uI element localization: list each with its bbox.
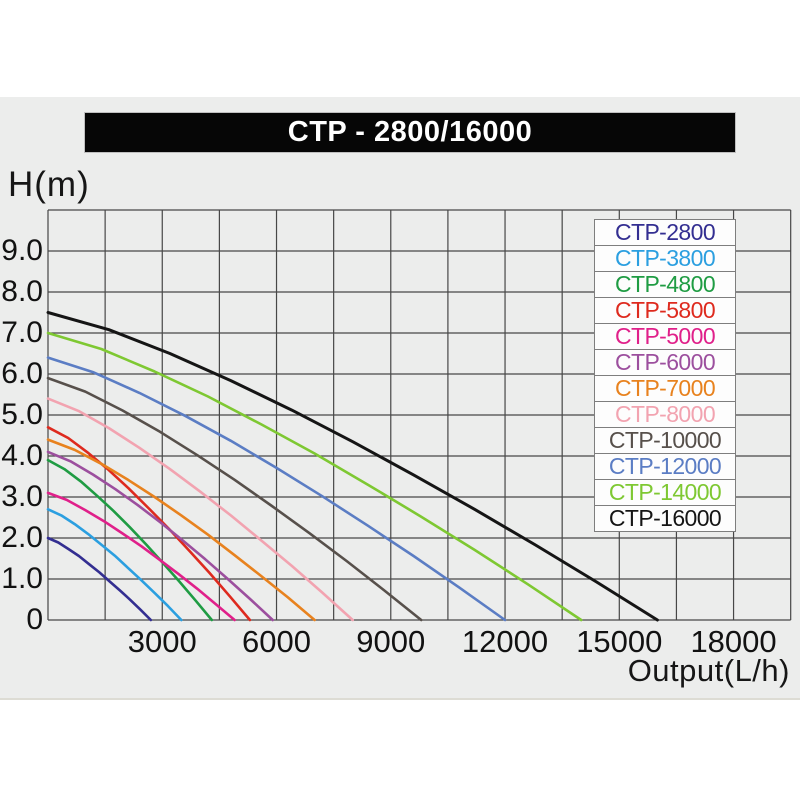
- legend: CTP-2800 CTP-3800 CTP-4800 CTP-5800 CTP-5000…: [594, 219, 736, 532]
- chart-title-bar: CTP - 2800/16000: [85, 113, 735, 152]
- x-tick-6000: 6000: [242, 624, 311, 659]
- curve-ctp-12000: [46, 356, 507, 622]
- curve-ctp-10000: [46, 376, 423, 622]
- y-tick-0: 0: [26, 603, 43, 636]
- legend-item-ctp-4800: CTP-4800: [595, 272, 735, 298]
- legend-item-ctp-7000: CTP-7000: [595, 376, 735, 402]
- x-tick-18000: 18000: [690, 624, 777, 659]
- legend-item-ctp-5000: CTP-5000: [595, 324, 735, 350]
- y-tick-4.0: 4.0: [1, 439, 43, 472]
- plot-area: [46, 209, 792, 622]
- y-tick-3.0: 3.0: [1, 480, 43, 513]
- x-tick-3000: 3000: [127, 624, 197, 659]
- chart-panel: CTP - 2800/16000 H(m) 9.0 8.0 7.0 6.0 5.0 4.0…: [0, 97, 800, 700]
- curve-ctp-7000: [46, 438, 316, 622]
- curve-ctp-14000: [46, 331, 583, 622]
- curve-ctp-5800: [46, 425, 252, 622]
- curve-ctp-5000: [46, 491, 236, 622]
- curve-ctp-3800: [46, 507, 183, 622]
- curve-ctp-8000: [46, 397, 355, 622]
- y-tick-6.0: 6.0: [1, 357, 43, 390]
- y-tick-1.0: 1.0: [1, 562, 43, 595]
- legend-item-ctp-14000: CTP-14000: [595, 480, 735, 506]
- legend-item-ctp-6000: CTP-6000: [595, 350, 735, 376]
- y-tick-2.0: 2.0: [1, 521, 43, 554]
- y-tick-7.0: 7.0: [1, 316, 43, 349]
- legend-item-ctp-12000: CTP-12000: [595, 454, 735, 480]
- legend-item-ctp-8000: CTP-8000: [595, 402, 735, 428]
- legend-item-ctp-10000: CTP-10000: [595, 428, 735, 454]
- x-axis-label: Output(L/h): [627, 653, 790, 688]
- x-tick-15000: 15000: [576, 624, 663, 659]
- curve-ctp-4800: [46, 458, 214, 622]
- y-tick-5.0: 5.0: [1, 398, 43, 431]
- curve-ctp-16000: [46, 311, 659, 622]
- legend-item-ctp-5800: CTP-5800: [595, 298, 735, 324]
- y-tick-9.0: 9.0: [1, 234, 43, 267]
- x-tick-9000: 9000: [356, 624, 426, 659]
- legend-item-ctp-2800: CTP-2800: [595, 220, 735, 246]
- legend-item-ctp-3800: CTP-3800: [595, 246, 735, 272]
- x-tick-12000: 12000: [461, 624, 549, 659]
- y-axis-label: H(m): [8, 165, 90, 204]
- curve-ctp-6000: [46, 450, 275, 622]
- chart-title: CTP - 2800/16000: [287, 116, 533, 148]
- legend-item-ctp-16000: CTP-16000: [595, 506, 735, 531]
- curve-ctp-2800: [46, 536, 153, 622]
- y-tick-8.0: 8.0: [1, 275, 43, 308]
